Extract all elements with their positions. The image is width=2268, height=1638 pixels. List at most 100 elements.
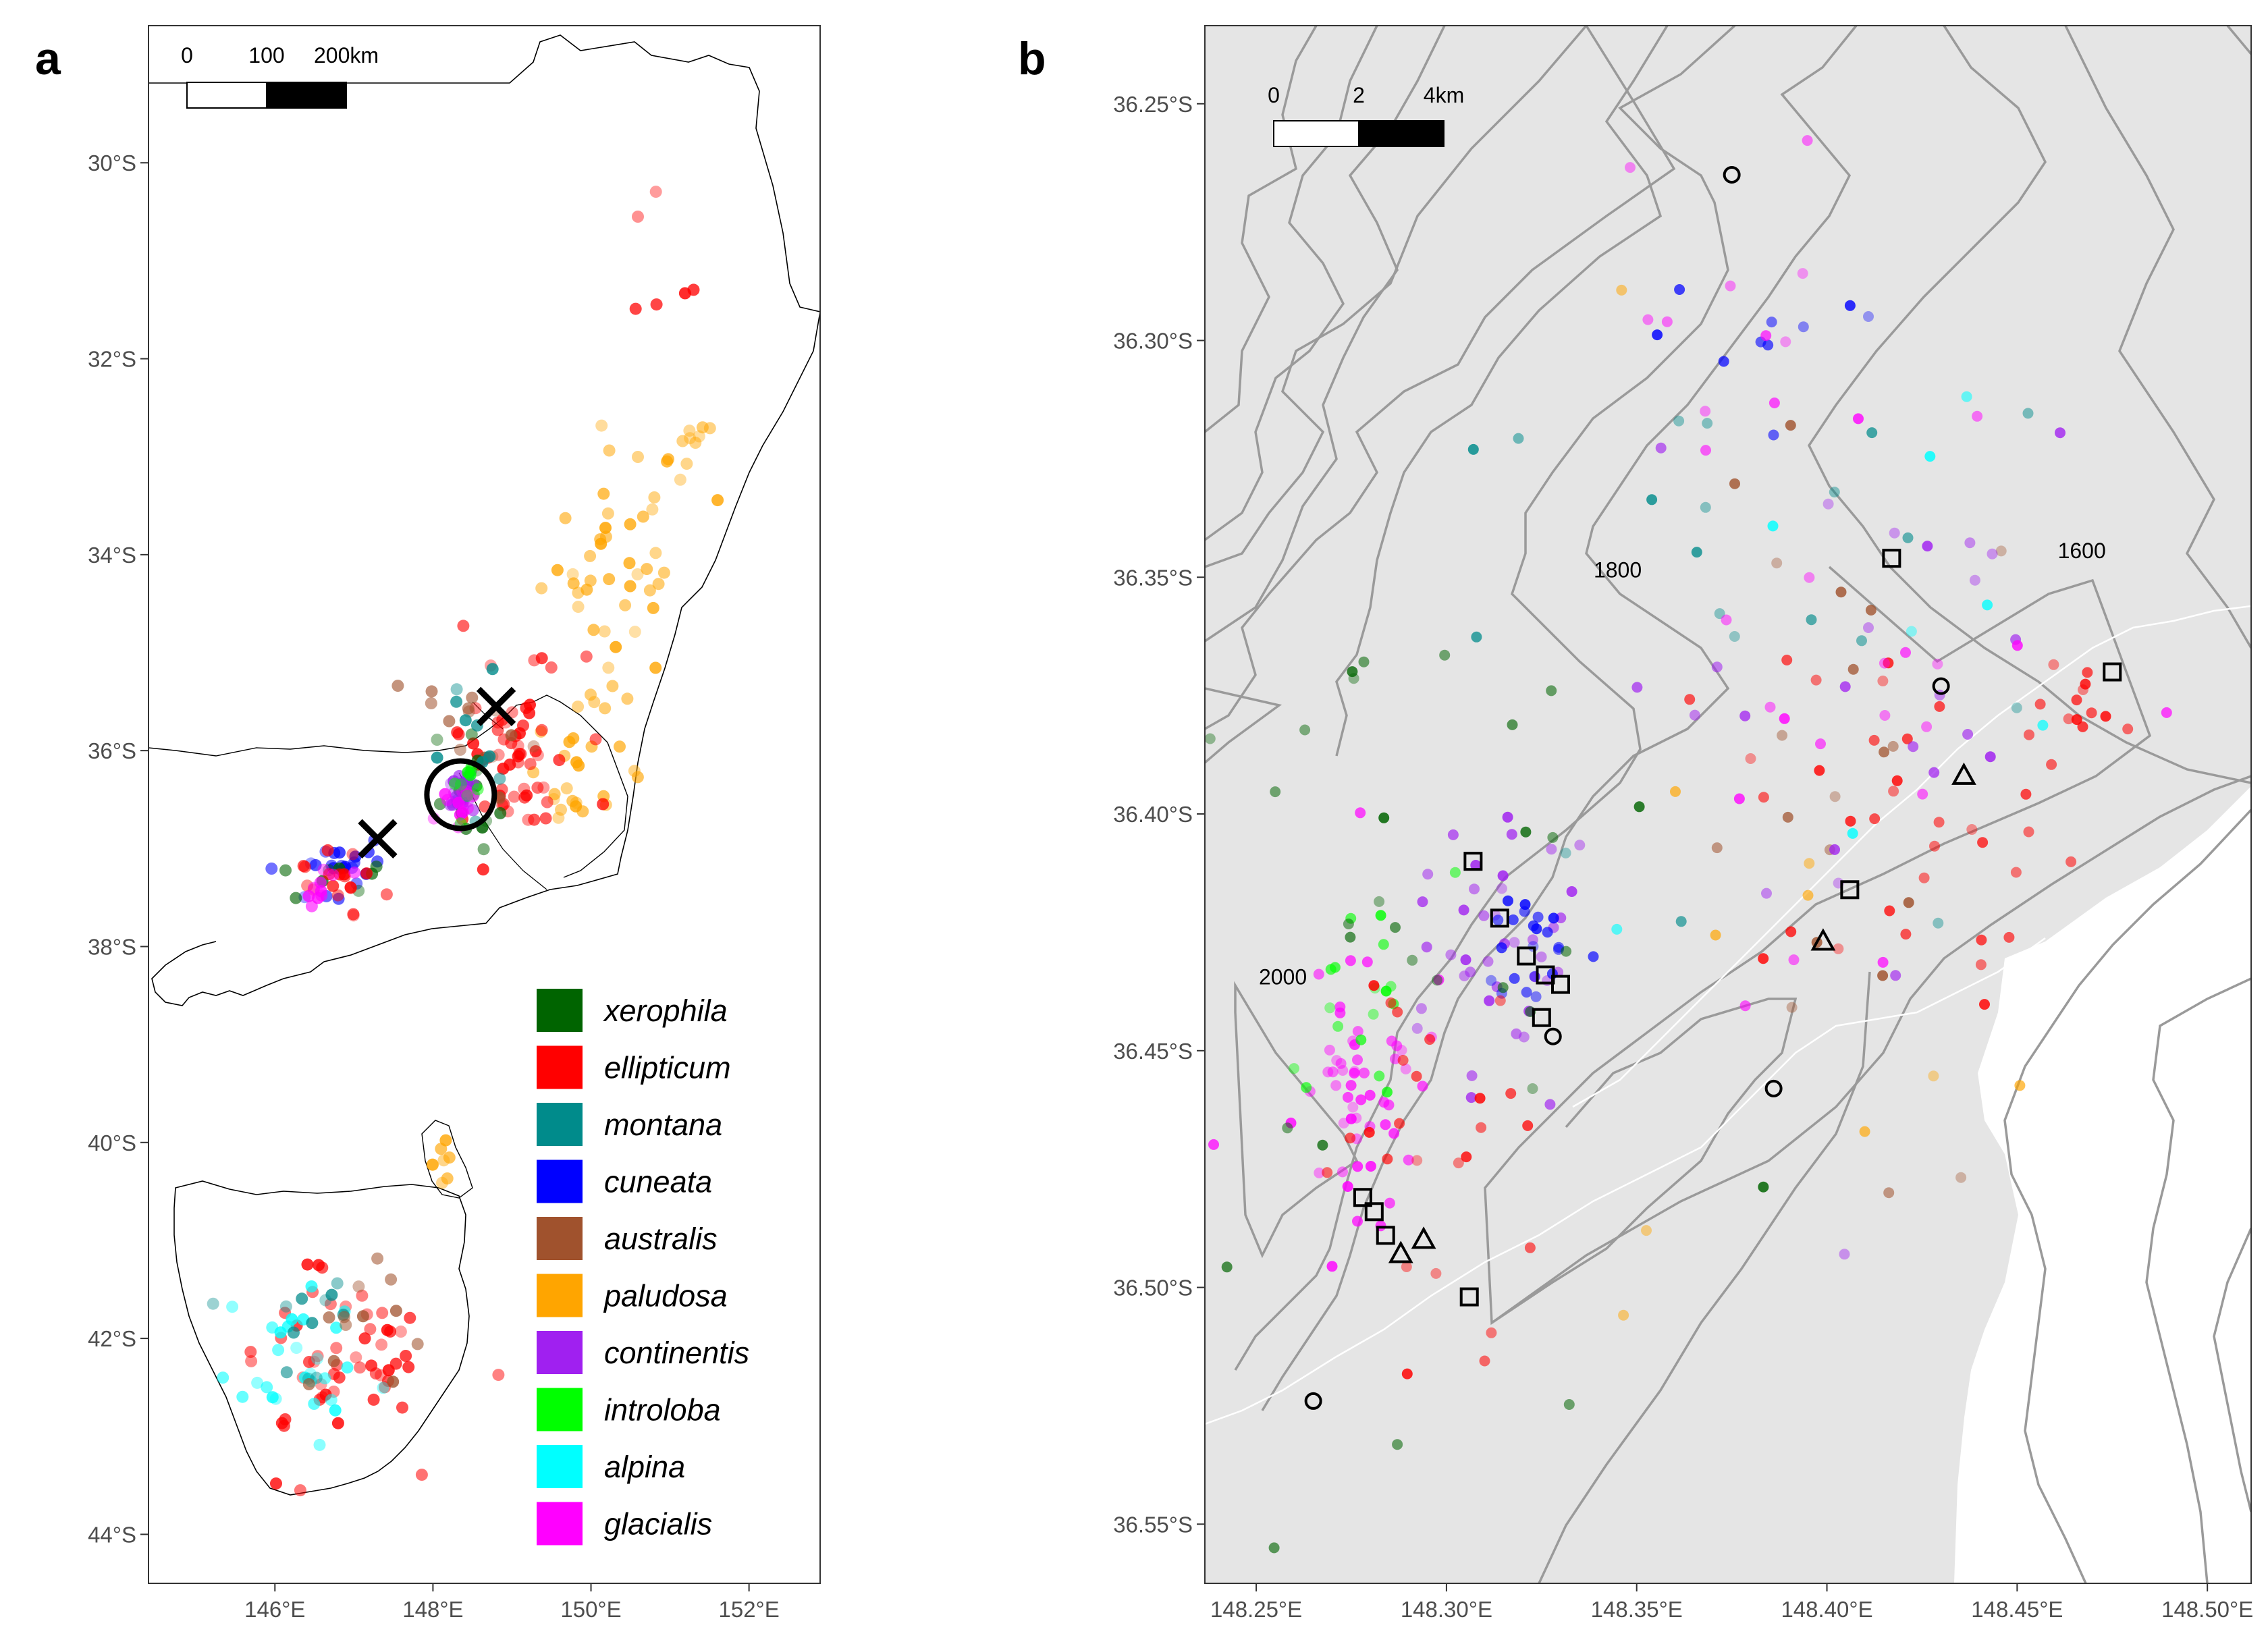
occurrence-point-paludosa [2014, 1080, 2026, 1091]
occurrence-point-ellipticum [2078, 684, 2088, 695]
occurrence-point-paludosa [585, 688, 597, 701]
occurrence-point-australis [340, 1319, 352, 1331]
occurrence-point-ellipticum [541, 796, 554, 809]
occurrence-point-paludosa [1670, 786, 1681, 797]
occurrence-point-glacialis [1380, 1119, 1391, 1130]
scale-label-4km: 4km [1424, 83, 1464, 107]
triangle-marker [1388, 1240, 1413, 1263]
occurrence-point-paludosa [563, 736, 576, 748]
occurrence-point-introloba [1378, 939, 1389, 950]
occurrence-point-alpina [251, 1376, 264, 1389]
occurrence-point-glacialis [1351, 1112, 1362, 1124]
occurrence-point-ellipticum [1392, 1006, 1403, 1018]
occurrence-point-xerophila [1563, 1399, 1575, 1410]
occurrence-point-glacialis [348, 866, 361, 879]
occurrence-point-glacialis [1327, 1066, 1339, 1078]
occurrence-point-ellipticum [2024, 729, 2034, 740]
occurrence-point-introloba [1375, 910, 1386, 921]
occurrence-point-paludosa [559, 512, 572, 524]
panel-b-label: b [1018, 33, 1046, 84]
occurrence-point-glacialis [1331, 1055, 1343, 1066]
occurrence-point-ellipticum [350, 1351, 362, 1364]
occurrence-point-ellipticum [2100, 711, 2111, 722]
occurrence-point-paludosa [1804, 858, 1815, 869]
x-tick-label: 146°E [244, 1597, 305, 1622]
occurrence-point-glacialis [1334, 1007, 1346, 1018]
occurrence-point-continentis [1447, 829, 1459, 840]
occurrence-point-ellipticum [1474, 1093, 1486, 1104]
occurrence-point-paludosa [595, 419, 608, 432]
occurrence-point-alpina [311, 1353, 323, 1365]
occurrence-point-ellipticum [1401, 1368, 1413, 1380]
occurrence-point-alpina [290, 1342, 303, 1355]
occurrence-point-glacialis [1769, 398, 1780, 408]
occurrence-point-ellipticum [1976, 934, 1987, 946]
occurrence-point-australis [454, 743, 466, 756]
legend-label-glacialis: glacialis [604, 1507, 712, 1541]
occurrence-point-ellipticum [531, 782, 544, 794]
occurrence-point-paludosa [628, 626, 641, 638]
occurrence-point-glacialis [1739, 1000, 1751, 1012]
occurrence-point-australis [1883, 1187, 1895, 1199]
occurrence-point-continentis [1928, 767, 1940, 778]
occurrence-point-alpina [269, 1392, 282, 1405]
occurrence-point-continentis [1863, 622, 1874, 633]
occurrence-point-ellipticum [245, 1355, 258, 1367]
occurrence-point-alpina [1961, 391, 1972, 402]
x-tick-label: 152°E [719, 1597, 780, 1622]
occurrence-point-australis [352, 1280, 365, 1293]
occurrence-point-ellipticum [1833, 943, 1844, 954]
occurrence-point-glacialis [1391, 1040, 1403, 1052]
occurrence-point-ellipticum [457, 620, 470, 632]
occurrence-point-continentis [2055, 427, 2066, 439]
occurrence-point-ellipticum [376, 1307, 389, 1319]
occurrence-point-ellipticum [346, 848, 359, 861]
occurrence-point-ellipticum [244, 1346, 257, 1359]
occurrence-point-introloba [1380, 985, 1392, 997]
occurrence-point-ellipticum [528, 654, 541, 667]
occurrence-point-australis [505, 729, 518, 742]
occurrence-point-ellipticum [629, 302, 642, 315]
occurrence-point-continentis [1502, 811, 1513, 823]
occurrence-point-ellipticum [1453, 1157, 1464, 1169]
occurrence-point-ellipticum [1975, 959, 1987, 971]
legend-label-cuneata: cuneata [604, 1165, 712, 1199]
occurrence-point-glacialis [2012, 640, 2023, 651]
legend-label-australis: australis [604, 1222, 718, 1256]
occurrence-point-ellipticum [1424, 1034, 1436, 1045]
occurrence-point-glacialis [1879, 710, 1891, 721]
occurrence-point-paludosa [599, 522, 612, 535]
occurrence-point-cuneata [1863, 311, 1874, 322]
occurrence-point-alpina [1906, 626, 1917, 637]
occurrence-point-ellipticum [2046, 759, 2057, 770]
occurrence-point-montana [1702, 418, 1713, 429]
occurrence-point-australis [1729, 478, 1740, 489]
occurrence-point-glacialis [1625, 162, 1636, 173]
occurrence-point-xerophila [1378, 812, 1390, 823]
elevation-contours [1205, 26, 2251, 1583]
occurrence-point-ellipticum [1322, 1167, 1333, 1178]
occurrence-point-introloba [1382, 1087, 1393, 1098]
occurrence-point-glacialis [1700, 406, 1711, 417]
occurrence-point-cuneata [348, 856, 360, 869]
occurrence-point-introloba [471, 783, 484, 796]
occurrence-point-glacialis [1338, 1118, 1349, 1129]
occurrence-point-continentis [1465, 966, 1476, 978]
occurrence-point-ellipticum [1891, 775, 1903, 786]
occurrence-point-alpina [325, 1394, 338, 1407]
square-marker [1551, 975, 1570, 994]
occurrence-point-ellipticum [1461, 1151, 1472, 1163]
occurrence-point-ellipticum [1979, 999, 1990, 1010]
occurrence-point-continentis [1761, 888, 1772, 899]
occurrence-point-alpina [226, 1301, 239, 1313]
occurrence-point-paludosa [580, 583, 593, 596]
occurrence-point-cuneata [1521, 987, 1532, 998]
occurrence-point-montana [1513, 433, 1524, 444]
occurrence-point-australis [1829, 791, 1841, 802]
occurrence-point-australis [1786, 1002, 1798, 1013]
panel-a: a 0 100 200km 146°E 148°E 150°E 152°E30 [35, 25, 821, 1622]
occurrence-point-ellipticum [492, 1369, 505, 1382]
occurrence-point-alpina [329, 1404, 342, 1417]
occurrence-point-xerophila [1520, 826, 1532, 838]
occurrence-point-montana [1471, 631, 1482, 643]
